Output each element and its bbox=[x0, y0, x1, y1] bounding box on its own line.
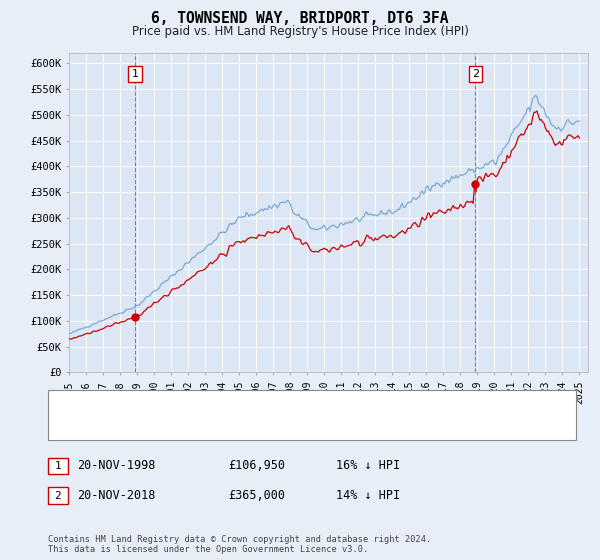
Text: Contains HM Land Registry data © Crown copyright and database right 2024.
This d: Contains HM Land Registry data © Crown c… bbox=[48, 535, 431, 554]
Text: 6, TOWNSEND WAY, BRIDPORT, DT6 3FA: 6, TOWNSEND WAY, BRIDPORT, DT6 3FA bbox=[151, 11, 449, 26]
Text: £106,950: £106,950 bbox=[228, 459, 285, 473]
Text: 16% ↓ HPI: 16% ↓ HPI bbox=[336, 459, 400, 473]
Text: 6, TOWNSEND WAY, BRIDPORT, DT6 3FA (detached house): 6, TOWNSEND WAY, BRIDPORT, DT6 3FA (deta… bbox=[99, 399, 431, 409]
Text: HPI: Average price, detached house, Dorset: HPI: Average price, detached house, Dors… bbox=[99, 421, 372, 431]
Text: 2: 2 bbox=[472, 69, 479, 79]
Text: 1: 1 bbox=[131, 69, 139, 79]
Text: 20-NOV-1998: 20-NOV-1998 bbox=[77, 459, 155, 473]
Text: 14% ↓ HPI: 14% ↓ HPI bbox=[336, 489, 400, 502]
Text: 2: 2 bbox=[55, 491, 61, 501]
Text: 20-NOV-2018: 20-NOV-2018 bbox=[77, 489, 155, 502]
Text: 1: 1 bbox=[55, 461, 61, 471]
Text: Price paid vs. HM Land Registry's House Price Index (HPI): Price paid vs. HM Land Registry's House … bbox=[131, 25, 469, 38]
Text: £365,000: £365,000 bbox=[228, 489, 285, 502]
